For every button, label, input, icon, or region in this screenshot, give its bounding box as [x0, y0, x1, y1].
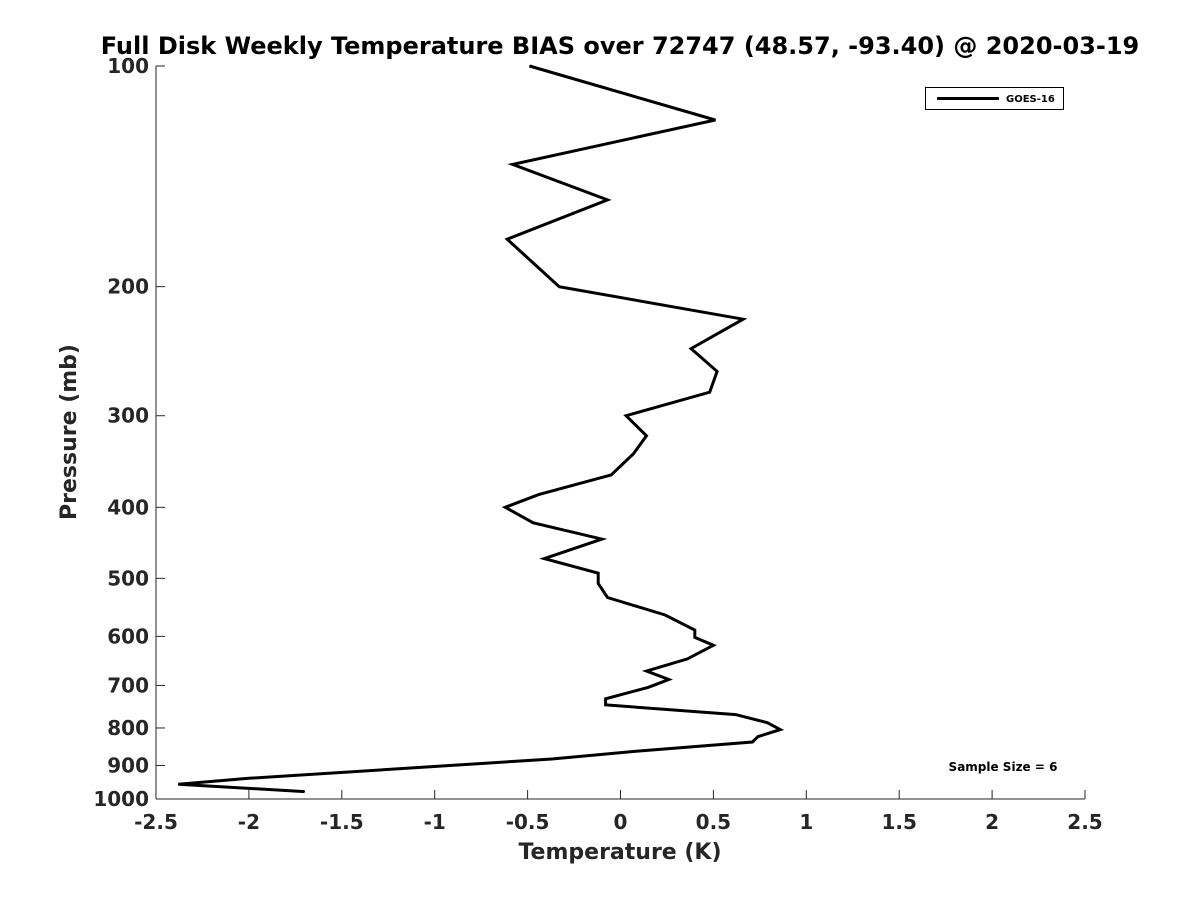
data-point	[646, 435, 647, 437]
legend: GOES-16	[925, 87, 1064, 110]
y-tick-label: 300	[107, 404, 149, 428]
series-points-goes-16	[177, 65, 781, 793]
y-axis-label: Pressure (mb)	[57, 344, 82, 520]
data-point	[538, 494, 540, 496]
x-tick-label: 0	[614, 810, 628, 834]
legend-label-goes-16: GOES-16	[1006, 94, 1055, 105]
data-point	[714, 119, 716, 121]
data-point	[694, 636, 696, 638]
data-point	[646, 670, 647, 672]
data-point	[712, 644, 714, 646]
x-tick-label: 1	[799, 810, 813, 834]
data-point	[543, 558, 545, 560]
y-tick-label: 200	[107, 275, 149, 299]
data-point	[512, 163, 514, 165]
x-tick-group: -2.5 -2 -1.5 -1 -0.5 0 0.5 1 1.5 2 2.5	[134, 790, 1103, 834]
data-point	[504, 506, 506, 508]
data-point	[766, 722, 768, 724]
sample-size-annotation: Sample Size = 6	[949, 760, 1058, 774]
data-point	[742, 318, 744, 320]
x-tick-label: -0.5	[506, 810, 550, 834]
y-tick-label: 600	[107, 624, 149, 648]
data-point	[607, 597, 608, 598]
x-tick-label: 2	[985, 810, 999, 834]
data-point	[625, 415, 627, 417]
data-point	[532, 522, 534, 524]
y-tick-label: 400	[107, 495, 149, 519]
y-tick-label: 1000	[93, 787, 149, 811]
x-tick-label: 2.5	[1067, 810, 1102, 834]
x-axis-label: Temperature (K)	[518, 840, 721, 865]
data-point	[601, 538, 603, 540]
data-point	[735, 714, 737, 716]
y-tick-label: 900	[107, 753, 149, 777]
x-tick-label: 1.5	[881, 810, 916, 834]
data-point	[668, 679, 670, 680]
data-point	[607, 199, 608, 201]
x-tick-label: -2.5	[134, 810, 178, 834]
data-point	[647, 686, 649, 688]
data-point	[597, 572, 599, 574]
series-line-goes-16	[178, 64, 785, 794]
x-tick-label: -1	[424, 810, 446, 834]
data-point	[638, 750, 640, 752]
data-point	[529, 65, 530, 67]
data-point	[597, 582, 599, 584]
x-tick-label: -1.5	[320, 810, 364, 834]
data-point	[506, 238, 508, 240]
data-point	[304, 791, 306, 793]
chart-title: Full Disk Weekly Temperature BIAS over 7…	[101, 32, 1140, 60]
data-point	[751, 741, 753, 743]
data-point	[248, 777, 250, 779]
y-tick-label: 500	[107, 566, 149, 590]
data-point	[709, 391, 711, 393]
data-point	[605, 704, 607, 706]
data-point	[558, 286, 560, 288]
data-point	[633, 453, 634, 455]
y-tick-label: 700	[107, 673, 149, 697]
data-point	[690, 348, 692, 350]
data-point	[605, 698, 607, 700]
data-point	[664, 614, 666, 616]
y-tick-label: 800	[107, 716, 149, 740]
y-tick-group: 100 200 300 400 500 600 700 800 900 1000	[93, 54, 165, 811]
data-point	[716, 370, 718, 372]
data-point	[177, 783, 179, 785]
data-point	[779, 729, 781, 731]
x-tick-label: -2	[238, 810, 260, 834]
data-point	[694, 629, 696, 631]
data-point	[757, 736, 759, 738]
data-point	[686, 658, 688, 660]
data-point	[610, 474, 612, 476]
y-tick-label: 100	[107, 54, 149, 78]
x-tick-label: 0.5	[696, 810, 731, 834]
data-point	[551, 758, 553, 760]
